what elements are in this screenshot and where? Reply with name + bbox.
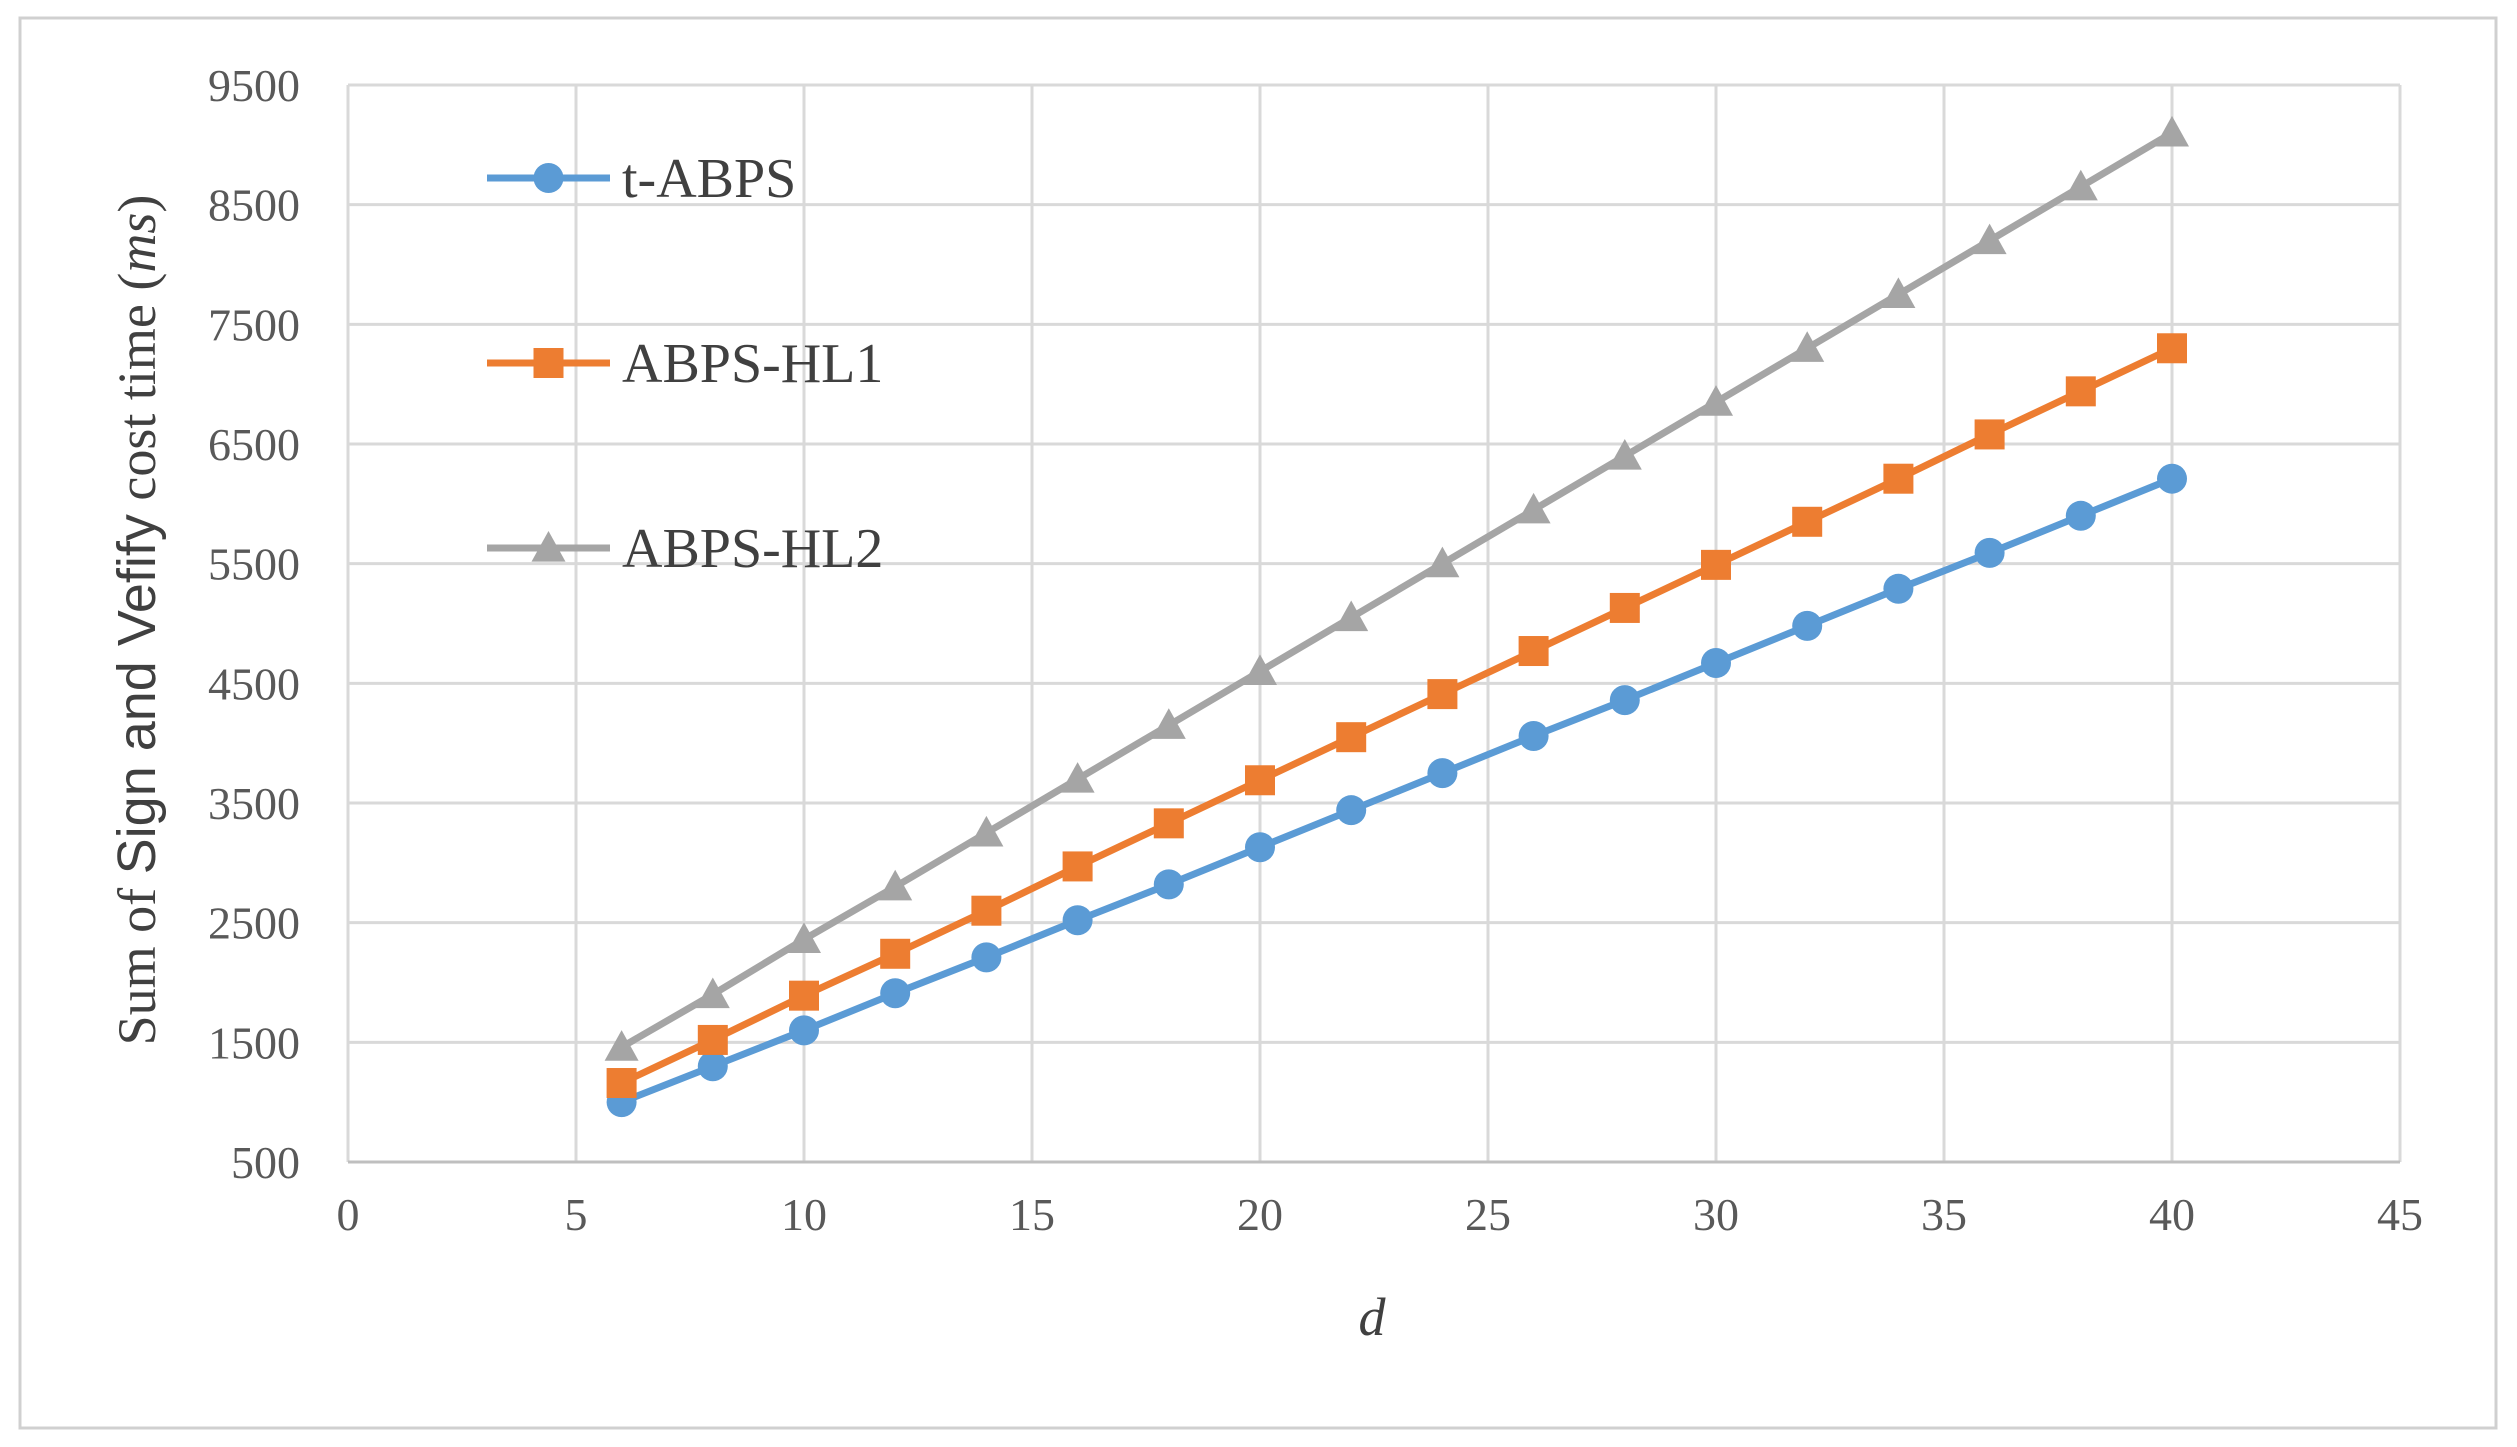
data-point-t-abps: [2065, 500, 2096, 531]
data-point-abps-hl1: [880, 938, 911, 969]
data-point-abps-hl2: [1607, 438, 1642, 470]
data-point-abps-hl2: [878, 869, 913, 901]
data-point-abps-hl1: [2065, 376, 2096, 407]
data-point-abps-hl1: [1883, 463, 1914, 494]
data-point-abps-hl2: [1243, 654, 1277, 685]
data-point-abps-hl1: [1336, 722, 1367, 753]
data-point-abps-hl1: [1153, 808, 1184, 839]
data-point-abps-hl1: [697, 1024, 728, 1055]
series-line-t-abps: [620, 475, 2174, 1106]
data-point-abps-hl1: [1792, 506, 1823, 537]
y-axis-title-pre: Sum of: [107, 874, 167, 1045]
data-point-abps-hl2: [787, 922, 821, 954]
data-point-abps-hl2: [2063, 169, 2098, 201]
data-point-t-abps: [1153, 869, 1184, 900]
y-axis-title-post: cost time (: [107, 273, 167, 514]
data-point-abps-hl1: [1609, 592, 1640, 623]
legend-label-abps-hl1: ABPS-HL1: [622, 333, 883, 395]
data-point-t-abps: [1427, 758, 1458, 789]
data-point-t-abps: [1883, 573, 1914, 604]
y-axis-title-unit: ms: [107, 213, 167, 273]
data-point-abps-hl1: [1245, 765, 1275, 796]
x-tick-label: 40: [2149, 1189, 2195, 1240]
data-point-abps-hl1: [789, 980, 819, 1011]
legend-label-abps-hl2: ABPS-HL2: [622, 518, 883, 580]
data-point-t-abps: [1701, 647, 1731, 678]
y-axis-title: Sum of Sign and Vefify cost time (ms): [107, 195, 167, 1046]
data-point-abps-hl2: [1972, 223, 2007, 255]
x-tick-label: 35: [1921, 1189, 1967, 1240]
y-tick-label: 500: [231, 1137, 300, 1188]
data-point-abps-hl2: [1334, 600, 1369, 632]
data-point-abps-hl1: [1427, 679, 1458, 710]
legend-marker-t-abps: [533, 163, 564, 193]
x-tick-label: 5: [565, 1189, 588, 1240]
chart-frame: [18, 16, 2498, 1430]
y-axis-title-mid: Sign and Vefify: [107, 514, 167, 874]
x-tick-label: 30: [1693, 1189, 1739, 1240]
series-markers: [604, 115, 2189, 1118]
x-tick-label: 0: [337, 1189, 360, 1240]
legend-label-t-abps: t-ABPS: [622, 148, 796, 210]
data-point-t-abps: [789, 1015, 819, 1046]
data-point-t-abps: [1245, 832, 1275, 863]
data-point-abps-hl2: [1790, 331, 1825, 362]
y-tick-label: 3500: [208, 778, 300, 829]
y-tick-label: 1500: [208, 1017, 300, 1068]
data-point-abps-hl1: [971, 895, 1002, 926]
data-point-t-abps: [1792, 610, 1823, 641]
x-tick-label: 45: [2377, 1189, 2423, 1240]
data-point-t-abps: [1336, 795, 1367, 826]
legend-marker-abps-hl1: [533, 348, 564, 378]
data-point-abps-hl1: [1974, 419, 2005, 450]
x-axis-title: d: [1359, 1287, 1387, 1347]
series-line-abps-hl1: [620, 345, 2174, 1087]
data-point-abps-hl1: [2157, 333, 2187, 364]
data-point-t-abps: [1062, 905, 1093, 936]
data-point-abps-hl1: [1701, 549, 1731, 580]
tick-labels: 0 5 10 15 20 25 30 35 40 45 500 1500 2500 3500 4500 550…: [208, 60, 2423, 1240]
data-point-abps-hl2: [1881, 277, 1916, 309]
data-point-abps-hl2: [604, 1030, 639, 1061]
data-point-t-abps: [1974, 537, 2005, 568]
y-tick-label: 5500: [208, 539, 300, 590]
data-point-t-abps: [880, 978, 911, 1009]
data-point-abps-hl2: [1060, 762, 1095, 793]
data-point-abps-hl2: [695, 977, 730, 1009]
data-point-abps-hl2: [1151, 708, 1186, 739]
data-point-t-abps: [971, 942, 1002, 973]
x-tick-label: 25: [1465, 1189, 1511, 1240]
data-point-abps-hl2: [1425, 546, 1460, 578]
series-lines: [619, 129, 2174, 1106]
x-tick-label: 15: [1009, 1189, 1055, 1240]
y-axis-title-close: ): [107, 195, 167, 213]
data-point-abps-hl1: [1518, 636, 1549, 667]
y-tick-label: 2500: [208, 898, 300, 949]
x-tick-label: 20: [1237, 1189, 1283, 1240]
x-tick-label: 10: [781, 1189, 827, 1240]
data-point-t-abps: [1609, 685, 1640, 716]
data-point-abps-hl2: [1699, 385, 1733, 416]
data-point-abps-hl1: [1062, 851, 1093, 882]
data-point-abps-hl2: [1516, 492, 1551, 524]
legend-marker-abps-hl2: [531, 531, 566, 562]
data-point-abps-hl2: [969, 815, 1004, 847]
gridlines: [346, 83, 2402, 1164]
legend: t-ABPS ABPS-HL1 ABPS-HL2: [487, 148, 883, 580]
data-point-t-abps: [2157, 463, 2187, 494]
y-tick-label: 6500: [208, 419, 300, 470]
y-tick-label: 7500: [208, 299, 300, 350]
data-point-t-abps: [1518, 720, 1549, 751]
y-tick-label: 8500: [208, 180, 300, 231]
data-point-t-abps: [697, 1051, 728, 1082]
y-tick-label: 4500: [208, 658, 300, 709]
y-tick-label: 9500: [208, 60, 300, 111]
data-point-abps-hl1: [606, 1068, 637, 1099]
data-point-abps-hl2: [2155, 115, 2189, 147]
series-line-abps-hl2: [619, 129, 2174, 1051]
